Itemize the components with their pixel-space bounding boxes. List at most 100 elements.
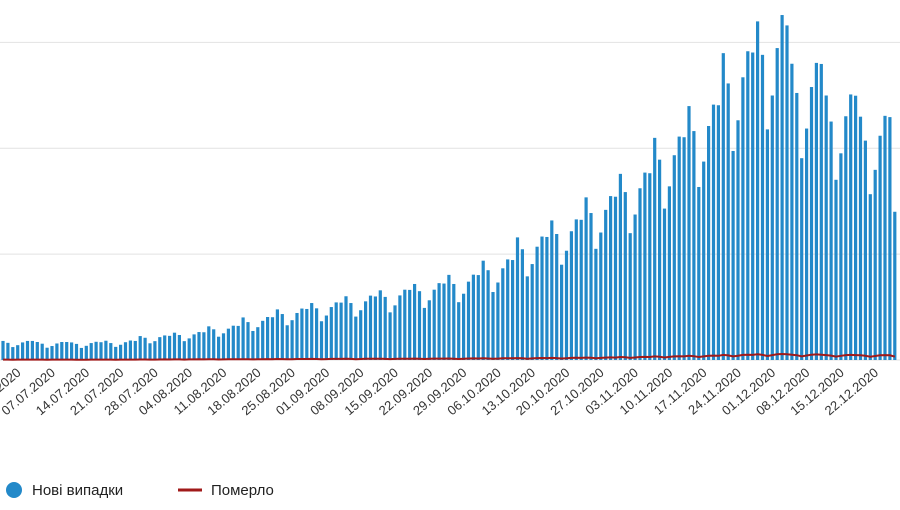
bar (564, 250, 569, 360)
bar (452, 283, 456, 360)
bar (35, 342, 39, 360)
bar (261, 320, 265, 360)
bar (432, 289, 436, 360)
bar (378, 290, 382, 360)
bar (329, 307, 333, 360)
bar (643, 172, 647, 360)
bar (569, 231, 573, 360)
bar (471, 274, 475, 360)
bar (398, 295, 402, 360)
bar (84, 345, 88, 360)
bar (731, 150, 735, 360)
bar (442, 283, 446, 360)
bar (123, 342, 128, 360)
bar (280, 314, 284, 360)
bar (584, 197, 588, 360)
bar (25, 340, 30, 360)
bar (128, 340, 132, 360)
bar (241, 317, 245, 360)
bar (315, 308, 319, 360)
bar (858, 116, 863, 361)
bar (677, 136, 681, 360)
bar (462, 293, 466, 360)
bar (854, 95, 858, 360)
bar (741, 77, 745, 360)
bar (530, 264, 534, 360)
bar (334, 302, 338, 360)
bar (168, 335, 172, 360)
bar (672, 155, 676, 360)
bar (207, 326, 211, 360)
bar (579, 219, 583, 360)
bar (231, 325, 235, 360)
bar (633, 214, 637, 360)
bar (109, 343, 113, 360)
bar (172, 332, 177, 360)
bar (153, 341, 157, 360)
bar (667, 186, 671, 360)
bar (829, 121, 833, 360)
bar (486, 270, 490, 360)
bar (555, 234, 559, 360)
bar (192, 334, 196, 360)
bar (344, 296, 348, 360)
bar (805, 128, 809, 360)
bar (809, 87, 814, 361)
bar (319, 321, 324, 360)
bar (94, 341, 98, 360)
legend-label: Померло (211, 482, 274, 499)
bar (354, 316, 358, 360)
bar (888, 117, 892, 360)
bar (79, 347, 83, 360)
bar (275, 309, 279, 360)
bar (496, 282, 500, 360)
bar (604, 209, 608, 360)
bar (638, 188, 642, 360)
bar (40, 343, 44, 360)
bar (212, 329, 216, 360)
bar (609, 196, 613, 360)
bar (520, 249, 524, 360)
bar (511, 260, 515, 360)
bar (653, 137, 657, 360)
bar (662, 208, 667, 360)
bar (226, 328, 230, 360)
bar (197, 332, 201, 360)
bar (383, 296, 387, 360)
bar (618, 173, 622, 360)
bar (550, 220, 554, 360)
bar (849, 94, 853, 361)
bar (437, 283, 441, 360)
bar (305, 308, 309, 360)
bar (359, 310, 363, 360)
bar (466, 281, 471, 360)
bar (594, 248, 598, 360)
bar (795, 92, 799, 360)
bar (368, 295, 373, 360)
legend: Нові випадки Померло (6, 482, 274, 499)
bar (364, 301, 368, 360)
legend-label: Нові випадки (32, 482, 123, 499)
bar (236, 325, 240, 360)
bar (682, 137, 686, 360)
bar (256, 327, 260, 360)
bar (300, 308, 304, 360)
bar (138, 336, 142, 360)
bar (427, 300, 431, 360)
bar (285, 325, 289, 360)
bar (883, 115, 887, 360)
bar (65, 342, 69, 360)
bar (878, 135, 882, 360)
bar (658, 159, 662, 360)
bar (613, 196, 618, 360)
bar (515, 237, 520, 360)
bar (780, 15, 784, 360)
bar (785, 25, 789, 360)
bar (702, 161, 706, 360)
bar (501, 268, 505, 360)
bar (114, 346, 118, 360)
bar (388, 312, 392, 360)
bar (143, 337, 147, 360)
bar (819, 63, 823, 360)
bar (270, 317, 275, 360)
